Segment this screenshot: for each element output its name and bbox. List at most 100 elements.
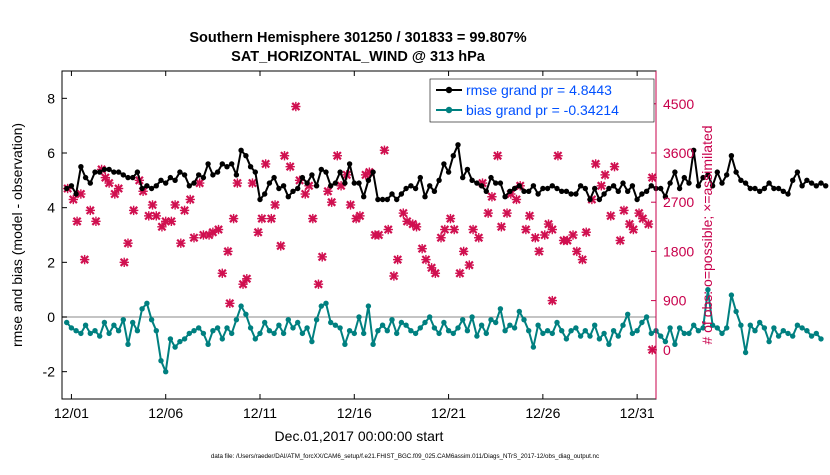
obs-assimilated-marker <box>79 254 90 265</box>
bias-point <box>101 319 108 326</box>
rmse-point <box>695 183 702 189</box>
bias-point <box>761 325 768 331</box>
bias-point <box>521 317 527 323</box>
obs-assimilated-marker <box>383 224 393 235</box>
rmse-point <box>205 161 211 167</box>
bias-point <box>78 330 84 337</box>
obs-assimilated-marker <box>189 233 199 243</box>
rmse-point <box>417 174 423 181</box>
obs-assimilated-marker <box>606 211 616 221</box>
bias-point <box>356 314 362 320</box>
obs-assimilated-marker <box>483 208 493 218</box>
obs-assimilated-marker <box>270 200 280 210</box>
bias-point <box>596 336 603 342</box>
y-tick-label: 6 <box>47 145 55 161</box>
bias-point <box>238 303 244 309</box>
obs-assimilated-marker <box>379 145 390 155</box>
bias-point <box>280 330 287 337</box>
bias-point <box>163 369 169 375</box>
bias-point <box>271 330 277 337</box>
rmse-point <box>214 169 221 175</box>
obs-assimilated-marker <box>547 224 557 235</box>
rmse-point <box>629 183 636 189</box>
obs-assimilated-marker <box>345 200 356 210</box>
rmse-point <box>469 177 475 183</box>
obs-assimilated-marker <box>326 197 337 207</box>
bias-point <box>82 322 89 328</box>
rmse-point <box>82 174 89 181</box>
rmse-point <box>592 185 598 192</box>
obs-assimilated-marker <box>628 224 639 235</box>
obs-assimilated-marker <box>185 194 195 205</box>
bias-point <box>686 330 692 337</box>
rmse-point <box>101 166 108 173</box>
bias-point <box>313 317 320 323</box>
bias-point <box>497 306 504 312</box>
bias-point <box>224 325 230 331</box>
obs-assimilated-marker <box>521 224 531 235</box>
bias-point <box>361 330 367 337</box>
bias-point <box>639 319 645 326</box>
obs-assimilated-marker <box>166 216 177 227</box>
rmse-point <box>648 183 654 189</box>
y-tick-label: 8 <box>47 90 55 106</box>
bias-point <box>775 333 782 339</box>
obs-assimilated-marker <box>194 178 205 188</box>
rmse-point <box>521 188 527 194</box>
rmse-point <box>196 172 202 178</box>
rmse-point <box>719 180 725 186</box>
rmse-point <box>243 153 249 159</box>
bias-point <box>445 328 452 334</box>
bias-point <box>742 349 749 356</box>
bias-point <box>794 322 801 328</box>
obs-assimilated-marker <box>176 238 186 248</box>
rmse-point <box>662 194 669 200</box>
legend-rmse-marker <box>445 86 453 94</box>
rmse-point <box>181 172 188 178</box>
bias-point <box>728 292 735 298</box>
y2-axis-label: # of obs: o=possible; ×=assimilated <box>699 125 715 344</box>
rmse-point <box>224 164 230 170</box>
rmse-point <box>332 180 339 186</box>
rmse-point <box>483 188 489 194</box>
bias-point <box>507 322 513 328</box>
legend: rmse grand pr = 4.8443 bias grand pr = -… <box>429 78 655 123</box>
bias-point <box>389 317 395 323</box>
rmse-point <box>601 191 607 197</box>
bias-point <box>229 330 235 337</box>
legend-rmse-label: rmse grand pr = 4.8443 <box>466 82 612 98</box>
rmse-point <box>747 185 753 192</box>
bias-point <box>332 322 339 328</box>
obs-assimilated-marker <box>568 230 578 240</box>
bias-point <box>210 328 216 334</box>
obs-assimilated-marker <box>436 233 446 243</box>
obs-assimilated-marker <box>496 222 507 232</box>
rmse-point <box>587 196 593 203</box>
y2-tick-label: 3600 <box>663 145 694 161</box>
bias-point <box>573 325 579 331</box>
bias-point <box>436 330 442 337</box>
rmse-point <box>794 169 801 175</box>
obs-assimilated-marker <box>276 241 286 251</box>
bias-point <box>365 303 372 309</box>
obs-assimilated-marker <box>411 222 422 232</box>
bias-point <box>219 336 225 342</box>
rmse-point <box>766 180 772 186</box>
bias-point <box>606 341 612 347</box>
rmse-point <box>455 142 461 148</box>
obs-assimilated-marker <box>389 271 399 281</box>
obs-assimilated-marker <box>540 230 550 240</box>
bias-point <box>422 319 428 326</box>
bias-point <box>511 325 518 331</box>
bias-point <box>493 319 499 326</box>
rmse-point <box>262 191 268 197</box>
obs-assimilated-marker <box>279 151 290 161</box>
bias-point <box>634 328 640 334</box>
legend-bias-marker <box>445 106 453 114</box>
rmse-point <box>436 177 442 183</box>
bias-point <box>412 330 419 337</box>
rmse-point <box>676 185 683 192</box>
rmse-point <box>280 183 287 189</box>
x-tick-label: 12/16 <box>337 405 372 421</box>
rmse-point <box>299 174 306 181</box>
